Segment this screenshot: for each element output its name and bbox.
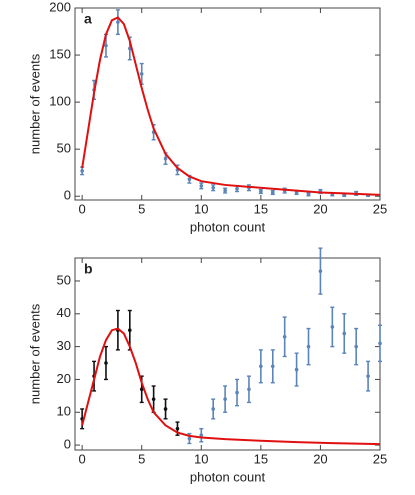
x-tick-label: 10: [194, 201, 208, 216]
y-tick-label: 0: [64, 437, 71, 452]
x-axis-label: photon count: [190, 469, 266, 484]
y-tick-label: 40: [57, 305, 71, 320]
data-point: [354, 344, 358, 349]
data-point: [282, 334, 287, 339]
data-point: [104, 361, 108, 365]
data-point: [235, 390, 239, 395]
y-axis-label: number of events: [27, 53, 42, 154]
data-point: [318, 269, 323, 273]
data-point: [294, 367, 299, 372]
data-point: [187, 177, 192, 182]
fit-curve: [81, 16, 381, 196]
x-tick-label: 15: [254, 201, 268, 216]
y-tick-label: 20: [57, 371, 71, 386]
data-point: [211, 407, 216, 411]
x-tick-label: 25: [373, 201, 387, 216]
data-point: [128, 328, 132, 333]
data-point: [163, 156, 168, 161]
y-tick-label: 200: [49, 0, 71, 14]
data-point: [187, 436, 192, 441]
x-tick-label: 5: [138, 201, 145, 216]
y-tick-label: 0: [64, 188, 71, 203]
x-axis-label: photon count: [190, 219, 266, 234]
x-tick-label: 0: [79, 451, 86, 466]
data-point: [199, 433, 204, 438]
y-tick-label: 50: [57, 272, 71, 287]
data-point: [235, 186, 239, 191]
panel-label: b: [84, 261, 93, 277]
x-tick-label: 0: [79, 201, 86, 216]
data-point: [330, 325, 335, 329]
data-point: [163, 407, 168, 411]
plot-frame: [74, 257, 381, 451]
y-tick-label: 10: [57, 404, 71, 419]
x-tick-label: 10: [194, 451, 208, 466]
x-tick-label: 5: [138, 451, 145, 466]
x-tick-label: 25: [373, 451, 387, 466]
plot-frame: [74, 7, 381, 201]
data-point: [342, 331, 347, 336]
data-point: [223, 397, 227, 401]
data-point: [116, 20, 120, 24]
data-point: [151, 397, 156, 401]
y-tick-label: 100: [49, 94, 71, 109]
panel-label: a: [84, 11, 92, 27]
data-point: [247, 387, 251, 392]
data-point: [270, 190, 275, 195]
data-point: [139, 72, 144, 76]
data-point: [306, 344, 311, 349]
data-point: [270, 364, 275, 369]
data-point: [223, 188, 227, 193]
y-tick-label: 150: [49, 46, 71, 61]
data-point: [378, 341, 382, 346]
data-point: [139, 387, 144, 392]
x-tick-label: 20: [313, 201, 327, 216]
y-axis-label: number of events: [27, 303, 42, 404]
data-point: [199, 184, 204, 188]
data-point: [259, 189, 263, 194]
data-point: [80, 169, 84, 173]
fit-curve: [81, 327, 381, 446]
data-point: [366, 374, 370, 378]
y-tick-label: 50: [57, 141, 71, 156]
x-tick-label: 15: [254, 451, 268, 466]
data-point: [104, 43, 108, 48]
data-point: [175, 426, 180, 431]
data-point: [306, 192, 311, 197]
x-tick-label: 20: [313, 451, 327, 466]
data-point: [211, 185, 216, 190]
y-tick-label: 30: [57, 338, 71, 353]
data-point: [259, 364, 263, 369]
